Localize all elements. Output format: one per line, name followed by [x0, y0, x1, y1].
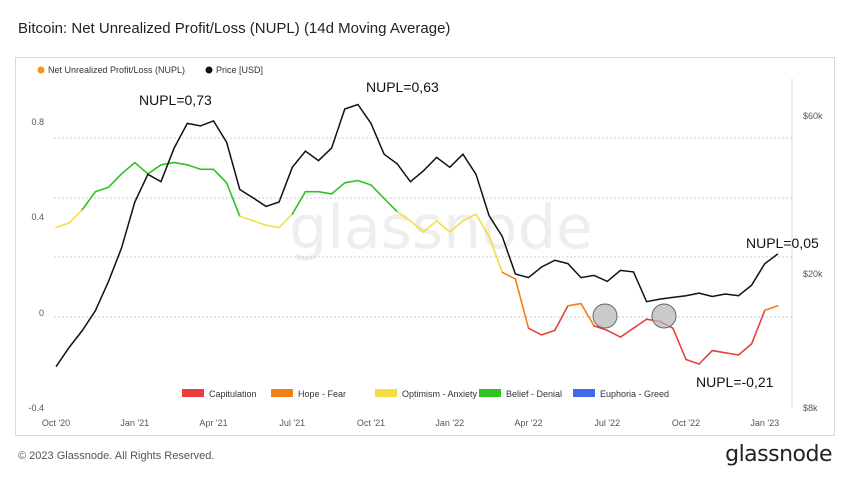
- chart-title: Bitcoin: Net Unrealized Profit/Loss (NUP…: [18, 20, 451, 37]
- nupl-segment: [55, 222, 70, 229]
- nupl-segment: [527, 327, 543, 336]
- nupl-segment: [711, 349, 727, 354]
- legend-price-label[interactable]: Price [USD]: [216, 65, 263, 75]
- annotation-nupl-minus021: NUPL=-0,21: [696, 374, 774, 390]
- nupl-segment: [488, 235, 504, 274]
- nupl-segment: [724, 351, 740, 356]
- nupl-segment: [291, 190, 307, 215]
- nupl-segment: [462, 213, 477, 222]
- nupl-segment: [147, 164, 162, 175]
- x-tick-label: Apr '22: [514, 418, 542, 428]
- annotation-nupl-063: NUPL=0,63: [366, 79, 439, 95]
- x-tick-label: Jan '22: [435, 418, 464, 428]
- nupl-segment: [593, 325, 609, 332]
- zone-legend-label[interactable]: Euphoria - Greed: [600, 389, 669, 399]
- nupl-segment: [68, 208, 84, 224]
- nupl-segment: [278, 213, 294, 229]
- zone-legend-swatch: [375, 389, 397, 397]
- nupl-segment: [619, 327, 635, 338]
- y-left-tick: -0.4: [28, 403, 44, 413]
- y-right-tick: $20k: [803, 269, 823, 279]
- nupl-segment: [606, 329, 622, 338]
- zone-legend-swatch: [271, 389, 293, 397]
- nupl-segment: [409, 220, 425, 233]
- zone-legend-swatch: [573, 389, 595, 397]
- nupl-segment: [252, 220, 267, 227]
- nupl-segment: [107, 173, 123, 188]
- glassnode-logo: glassnode: [725, 442, 832, 467]
- nupl-segment: [685, 358, 700, 365]
- nupl-segment: [396, 211, 412, 222]
- y-left-tick: 0.8: [31, 117, 44, 127]
- zone-legend-label[interactable]: Hope - Fear: [298, 389, 346, 399]
- nupl-segment: [750, 309, 766, 345]
- nupl-segment: [698, 349, 714, 365]
- nupl-segment: [173, 161, 189, 166]
- zone-legend-label[interactable]: Optimism - Anxiety: [402, 389, 478, 399]
- nupl-segment: [672, 327, 687, 361]
- x-tick-label: Oct '21: [357, 418, 385, 428]
- zone-legend-swatch: [479, 389, 501, 397]
- x-tick-label: Oct '20: [42, 418, 70, 428]
- y-right-tick: $60k: [803, 111, 823, 121]
- legend-nupl-label[interactable]: Net Unrealized Profit/Loss (NUPL): [48, 65, 185, 75]
- nupl-segment: [448, 220, 464, 233]
- nupl-segment: [763, 305, 779, 312]
- nupl-segment: [357, 179, 372, 186]
- x-tick-label: Jul '22: [594, 418, 620, 428]
- nupl-segment: [580, 302, 595, 327]
- nupl-segment: [435, 220, 451, 233]
- y-right-tick: $8k: [803, 403, 818, 413]
- zone-legend-label[interactable]: Capitulation: [209, 389, 257, 399]
- nupl-segment: [632, 318, 648, 330]
- nupl-segment: [120, 161, 136, 175]
- watermark-text: glassnode: [289, 193, 593, 263]
- nupl-segment: [94, 186, 110, 193]
- nupl-segment: [212, 168, 228, 184]
- chart-panel: glassnode Net Unrealized Profit/Loss (NU…: [15, 57, 835, 436]
- zone-legend-swatch: [182, 389, 204, 397]
- highlight-circle-2: [651, 303, 677, 329]
- y-left-tick: 0: [39, 308, 44, 318]
- nupl-segment: [134, 161, 149, 175]
- chart-svg: glassnode Net Unrealized Profit/Loss (NU…: [28, 65, 823, 428]
- nupl-segment: [370, 184, 385, 200]
- annotation-nupl-005: NUPL=0,05: [746, 235, 819, 251]
- x-tick-label: Jan '23: [750, 418, 779, 428]
- nupl-segment: [422, 220, 438, 233]
- price-series-line: [55, 103, 779, 368]
- nupl-segment: [514, 278, 530, 330]
- nupl-segment: [186, 164, 202, 171]
- nupl-segment: [553, 305, 569, 332]
- x-tick-label: Oct '22: [672, 418, 700, 428]
- nupl-segment: [475, 213, 490, 238]
- nupl-segment: [343, 179, 359, 184]
- nupl-segment: [737, 343, 753, 356]
- annotation-nupl-073: NUPL=0,73: [139, 92, 212, 108]
- nupl-segment: [540, 329, 556, 336]
- nupl-segment: [317, 190, 333, 195]
- zone-legend-label[interactable]: Belief - Denial: [506, 389, 562, 399]
- nupl-segment: [239, 215, 254, 222]
- nupl-segment: [330, 182, 346, 195]
- legend-nupl-swatch: [37, 66, 45, 74]
- nupl-segment: [81, 190, 97, 211]
- copyright-text: © 2023 Glassnode. All Rights Reserved.: [18, 450, 215, 462]
- y-left-tick: 0.4: [31, 212, 44, 222]
- x-tick-label: Apr '21: [199, 418, 227, 428]
- x-tick-label: Jul '21: [279, 418, 305, 428]
- nupl-segment: [501, 271, 517, 280]
- highlight-circle-1: [592, 303, 618, 329]
- x-tick-label: Jan '21: [120, 418, 149, 428]
- nupl-segment: [383, 197, 399, 213]
- nupl-segment: [225, 182, 241, 218]
- legend-price-swatch: [205, 66, 213, 74]
- nupl-segment: [265, 224, 280, 229]
- nupl-segment: [567, 302, 582, 307]
